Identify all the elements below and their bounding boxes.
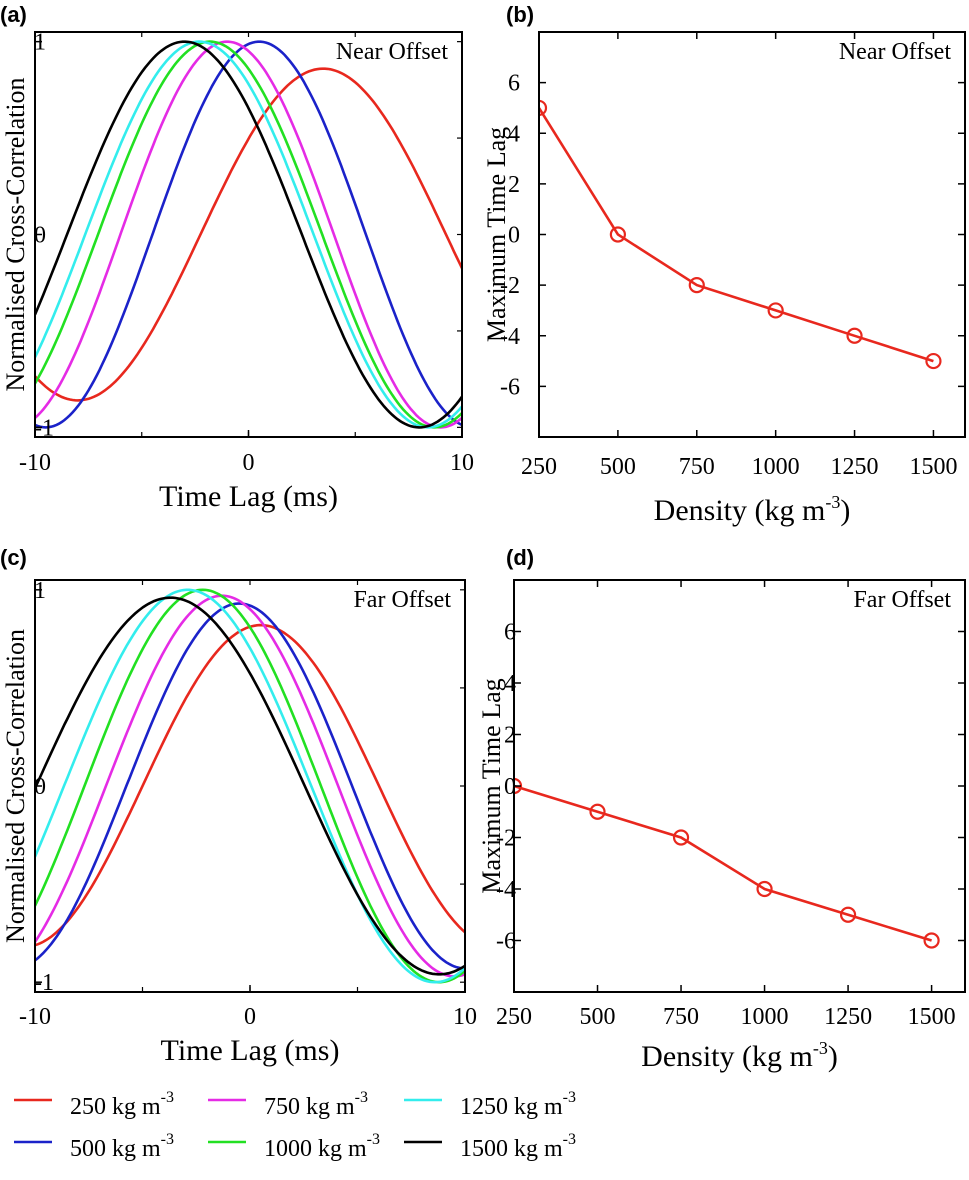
legend-label: 250 kg m-3	[70, 1089, 174, 1120]
legend-item-750: 750 kg m-3	[208, 1089, 368, 1120]
legend-label: 750 kg m-3	[264, 1089, 368, 1120]
y-tick-label: 0	[34, 774, 46, 800]
y-tick-label: 0	[34, 223, 46, 249]
data-point	[923, 932, 940, 949]
y-tick-label: 1	[34, 30, 46, 56]
series-line-750	[35, 594, 465, 978]
x-tick-label: 0	[244, 1004, 256, 1030]
data-point	[925, 352, 942, 370]
y-tick-label: -6	[500, 374, 520, 400]
data-point	[539, 99, 548, 117]
data-point	[688, 277, 705, 294]
x-tick-label: 500	[580, 1004, 616, 1030]
x-tick-label: 1500	[909, 454, 957, 480]
y-axis-label: Normalised Cross-Correlation	[1, 629, 30, 943]
y-axis-label: Maximum Time Lag	[482, 127, 511, 342]
axes-frame	[538, 31, 966, 438]
offset-annotation: Near Offset	[839, 39, 952, 65]
panel-label: (c)	[0, 545, 27, 570]
legend-label: 1000 kg m-3	[264, 1131, 380, 1162]
y-tick-label: 6	[508, 71, 520, 97]
y-tick-label: -1	[34, 415, 54, 441]
y-axis-label: Maximum Time Lag	[477, 678, 506, 893]
y-tick-label: 4	[508, 121, 520, 147]
legend: 250 kg m-3 750 kg m-3 1250 kg m-3 500 kg m-…	[14, 1089, 576, 1162]
plot-area	[35, 40, 462, 429]
x-tick-label: 750	[663, 1004, 699, 1030]
x-tick-label: 500	[600, 454, 636, 480]
legend-label: 500 kg m-3	[70, 1131, 174, 1162]
y-tick-label: -2	[500, 273, 520, 299]
x-tick-label: 250	[521, 454, 557, 480]
x-axis-label: Density (kg m-3)	[641, 1038, 838, 1073]
legend-item-1500: 1500 kg m-3	[404, 1131, 576, 1162]
series-line-1250	[35, 588, 465, 984]
y-tick-label: 1	[34, 578, 46, 604]
data-point	[767, 302, 784, 319]
data-point	[756, 880, 773, 898]
y-tick-label: -6	[496, 929, 516, 955]
x-axis-label: Time Lag (ms)	[159, 480, 338, 513]
data-point	[589, 803, 606, 820]
panel-label: (a)	[0, 2, 27, 27]
series-line	[514, 784, 932, 942]
offset-annotation: Far Offset	[353, 587, 451, 613]
axes-frame	[34, 579, 466, 993]
series-line-1000	[35, 40, 462, 429]
x-tick-label: -10	[19, 450, 51, 476]
x-tick-label: -10	[19, 1004, 51, 1030]
axes-frame	[34, 31, 463, 438]
plot-area	[539, 99, 942, 370]
legend-label: 1500 kg m-3	[460, 1131, 576, 1162]
legend-item-250: 250 kg m-3	[14, 1089, 174, 1120]
x-axis-label: Time Lag (ms)	[161, 1034, 340, 1067]
y-tick-label: 0	[508, 223, 520, 249]
y-tick-label: -4	[496, 877, 516, 903]
legend-item-500: 500 kg m-3	[14, 1131, 174, 1162]
series-line-500	[35, 40, 462, 429]
data-point	[609, 226, 626, 243]
x-tick-label: 0	[243, 450, 255, 476]
series-line	[539, 107, 934, 363]
legend-item-1000: 1000 kg m-3	[208, 1131, 380, 1162]
x-tick-label: 1000	[752, 454, 800, 480]
legend-item-1250: 1250 kg m-3	[404, 1089, 576, 1120]
x-tick-label: 750	[679, 454, 715, 480]
data-point	[846, 327, 863, 344]
series-line-1250	[35, 40, 462, 429]
y-tick-label: -2	[496, 826, 516, 852]
x-tick-label: 10	[453, 1004, 477, 1030]
series-line-750	[35, 40, 462, 429]
series-line-1500	[35, 40, 462, 429]
plot-area	[514, 777, 940, 949]
y-axis-label: Normalised Cross-Correlation	[1, 77, 30, 391]
legend-label: 1250 kg m-3	[460, 1089, 576, 1120]
plot-area	[35, 588, 465, 984]
panel-label: (b)	[506, 2, 534, 27]
data-point	[839, 906, 857, 923]
axes-frame	[513, 579, 966, 993]
x-tick-label: 1000	[741, 1004, 789, 1030]
x-axis-label: Density (kg m-3)	[654, 492, 851, 527]
x-tick-label: 1250	[831, 454, 879, 480]
offset-annotation: Far Offset	[853, 587, 951, 613]
offset-annotation: Near Offset	[336, 39, 449, 65]
panel-b: (b) 250 500 750 1000 1250 1500 -6 -4 -2 0 2 4 6 Near O…	[482, 2, 966, 527]
y-tick-label: 2	[508, 172, 520, 198]
data-point	[672, 829, 690, 846]
x-tick-label: 1500	[908, 1004, 956, 1030]
x-tick-label: 10	[450, 450, 474, 476]
y-tick-label: -1	[34, 970, 54, 996]
x-tick-label: 1250	[824, 1004, 872, 1030]
y-tick-label: -4	[500, 324, 520, 350]
x-tick-label: 250	[496, 1004, 532, 1030]
series-line-250	[35, 67, 462, 402]
panel-label: (d)	[506, 545, 534, 570]
series-line-500	[35, 602, 465, 970]
series-line-1500	[35, 596, 465, 976]
